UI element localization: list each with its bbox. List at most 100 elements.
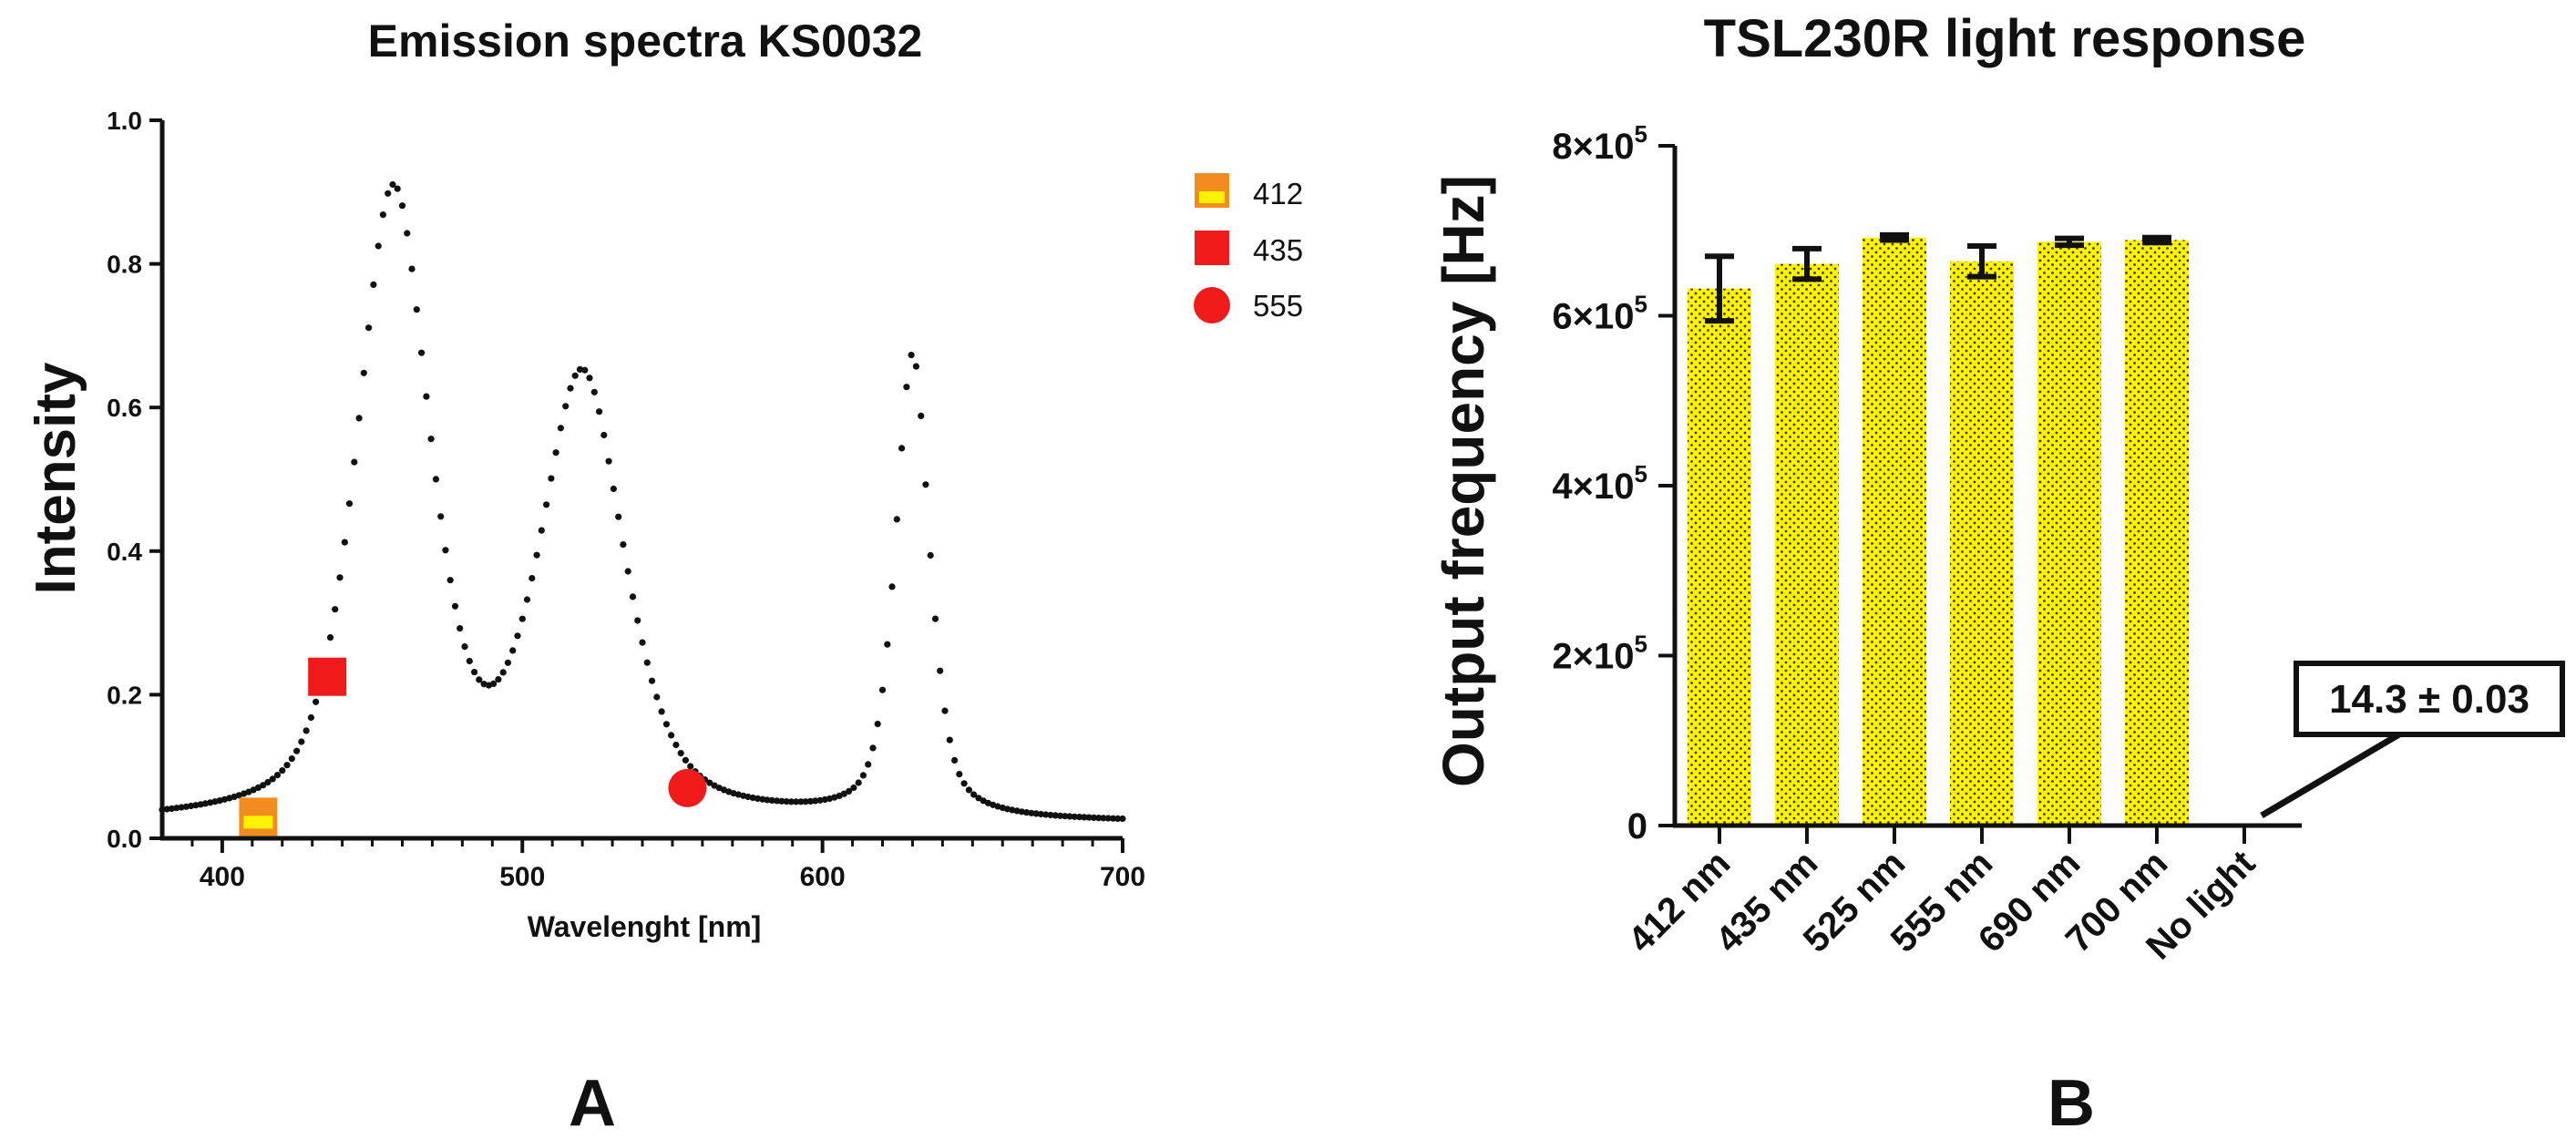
spectrum-point: [442, 547, 449, 554]
spectrum-point: [1066, 813, 1073, 820]
spectrum-point: [451, 602, 459, 610]
bar-412-nm: [1688, 288, 1751, 826]
spectrum-point: [163, 806, 170, 813]
emission-y-axis-label: Intensity: [25, 362, 87, 594]
spectrum-point: [523, 596, 531, 603]
spectrum-point: [567, 385, 574, 392]
marker-412-inner: [243, 816, 273, 829]
bar-555-nm: [1950, 261, 2014, 826]
light-response-chart: TSL230R light response Output frequency …: [1431, 9, 2565, 1139]
error-bar: [1967, 243, 1996, 280]
spectrum-point: [423, 393, 430, 400]
spectrum-point: [307, 713, 314, 722]
spectrum-point: [345, 500, 354, 508]
spectrum-point: [956, 771, 963, 778]
spectrum-point: [586, 375, 593, 382]
spectrum-point: [385, 190, 392, 197]
spectrum-point: [413, 306, 420, 313]
spectrum-point: [590, 388, 598, 395]
spectrum-point: [687, 763, 694, 770]
spectrum-point: [457, 625, 464, 632]
legend-marker-555: [1194, 287, 1230, 323]
bar-700-nm: [2125, 240, 2189, 826]
spectrum-point: [802, 798, 809, 806]
spectrum-point: [341, 539, 348, 546]
emission-x-tick-label: 400: [200, 862, 245, 892]
emission-x-minor-ticks: [190, 838, 1094, 847]
spectrum-point: [1047, 811, 1054, 819]
spectrum-point: [1095, 815, 1103, 822]
spectrum-point: [648, 677, 656, 684]
legend-marker-412-inner: [1199, 191, 1225, 203]
spectrum-point: [279, 767, 286, 775]
emission-legend: 412 435 555: [1194, 173, 1303, 323]
spectrum-point: [754, 795, 762, 803]
spectrum-point: [576, 365, 584, 373]
emission-x-tick-label: 700: [1100, 862, 1145, 892]
spectrum-point: [918, 412, 925, 419]
spectrum-point: [432, 476, 439, 483]
light-response-y-tick-label: 4×105: [1552, 460, 1647, 507]
spectrum-point: [869, 744, 877, 752]
spectrum-point: [912, 363, 920, 370]
spectrum-point: [677, 750, 684, 757]
spectrum-point: [931, 615, 939, 622]
spectrum-point: [159, 806, 166, 814]
spectrum-point: [495, 676, 502, 683]
emission-y-tick-label: 0.4: [107, 538, 142, 566]
spectrum-point: [850, 784, 857, 792]
spectrum-point: [859, 772, 867, 779]
emission-y-tick-label: 0.8: [107, 251, 142, 279]
legend-item-555: 555: [1194, 287, 1303, 323]
spectrum-point: [888, 583, 896, 590]
spectrum-point: [313, 698, 320, 705]
spectrum-point: [418, 349, 426, 356]
spectrum-point: [884, 641, 891, 648]
spectrum-point: [965, 786, 972, 794]
spectrum-point: [605, 457, 612, 465]
emission-wavelength-markers: [239, 657, 707, 836]
spectrum-point: [370, 281, 377, 288]
spectrum-point: [1119, 815, 1126, 823]
spectrum-point: [658, 708, 665, 715]
spectrum-point: [1052, 812, 1059, 819]
spectrum-point: [365, 324, 373, 332]
spectrum-point: [283, 762, 291, 769]
light-response-error-bars: [1705, 231, 2171, 324]
spectrum-point: [404, 230, 411, 237]
legend-label-435: 435: [1253, 233, 1303, 267]
spectrum-point: [273, 772, 282, 779]
emission-y-tick-label: 0.2: [107, 681, 142, 709]
spectrum-point: [787, 798, 795, 806]
spectrum-point: [1032, 810, 1040, 817]
spectrum-point: [1081, 814, 1088, 821]
spectrum-point: [471, 669, 478, 676]
emission-chart-title: Emission spectra KS0032: [368, 15, 923, 67]
spectrum-point: [427, 436, 435, 443]
spectrum-point: [336, 574, 344, 581]
no-light-annotation-text: 14.3 ± 0.03: [2329, 677, 2530, 722]
spectrum-point: [1018, 808, 1025, 816]
spectrum-point: [662, 721, 671, 728]
spectrum-point: [672, 741, 680, 749]
spectrum-point: [518, 615, 526, 622]
spectrum-point: [562, 403, 570, 410]
panel-label-b: B: [2047, 1067, 2095, 1139]
spectrum-point: [937, 667, 944, 674]
light-response-bars: [1688, 237, 2189, 826]
spectrum-point: [898, 445, 906, 452]
spectrum-point: [303, 727, 310, 734]
spectrum-point: [816, 796, 824, 804]
spectrum-point: [533, 551, 540, 559]
spectrum-point: [293, 747, 301, 754]
legend-marker-435: [1195, 231, 1229, 265]
spectrum-point: [874, 720, 881, 728]
spectrum-point: [504, 659, 512, 666]
emission-chart: Emission spectra KS0032 0.0 0.2 0.4 0.6 0.8 1…: [25, 15, 1303, 1139]
spectrum-point: [903, 384, 910, 391]
spectrum-point: [543, 501, 550, 508]
spectrum-point: [351, 458, 358, 466]
spectrum-point: [1090, 814, 1097, 822]
emission-x-tick-label: 500: [499, 862, 545, 892]
spectrum-point: [682, 756, 690, 764]
